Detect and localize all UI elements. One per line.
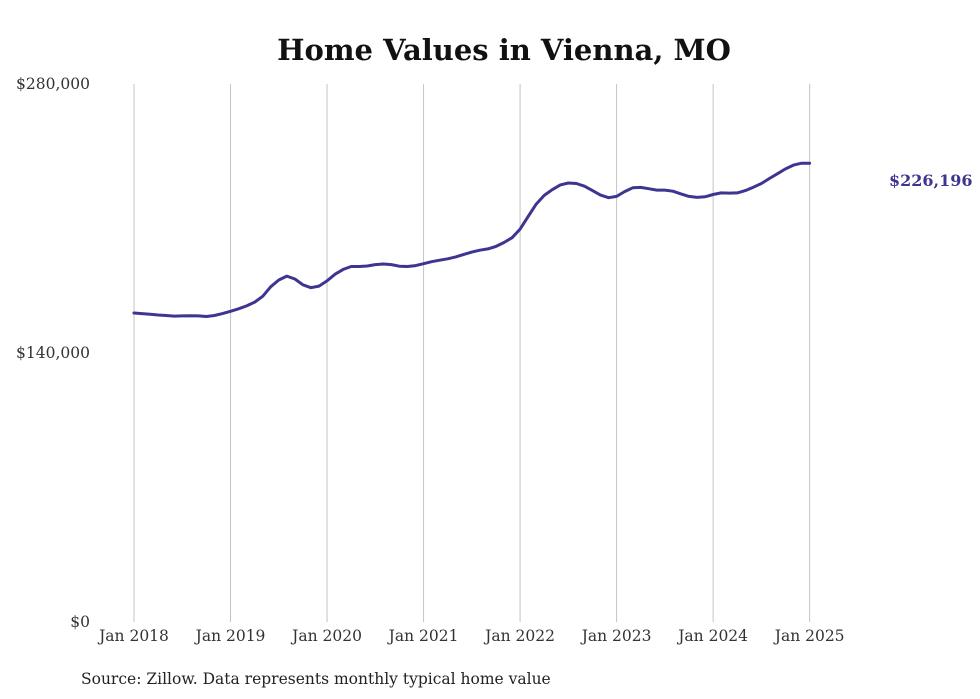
x-tick-label: Jan 2024 <box>676 627 748 645</box>
y-tick-label: $280,000 <box>16 75 90 93</box>
x-tick-label: Jan 2020 <box>290 627 362 645</box>
y-axis-ticks: $0 $140,000 $280,000 <box>16 75 90 631</box>
chart-title: Home Values in Vienna, MO <box>277 33 731 67</box>
home-value-series-line <box>132 161 812 318</box>
x-tick-label: Jan 2019 <box>194 627 266 645</box>
latest-value-label: $226,196 <box>889 171 973 190</box>
source-note: Source: Zillow. Data represents monthly … <box>81 670 551 688</box>
x-tick-label: Jan 2023 <box>580 627 652 645</box>
y-tick-label: $140,000 <box>16 344 90 362</box>
x-tick-label: Jan 2018 <box>97 627 169 645</box>
grid-lines <box>133 84 811 622</box>
x-axis-ticks: Jan 2018 Jan 2019 Jan 2020 Jan 2021 Jan 2022… <box>97 627 844 645</box>
x-tick-label: Jan 2021 <box>387 627 459 645</box>
x-tick-label: Jan 2022 <box>483 627 555 645</box>
x-tick-label: Jan 2025 <box>773 627 845 645</box>
y-tick-label: $0 <box>70 613 90 631</box>
